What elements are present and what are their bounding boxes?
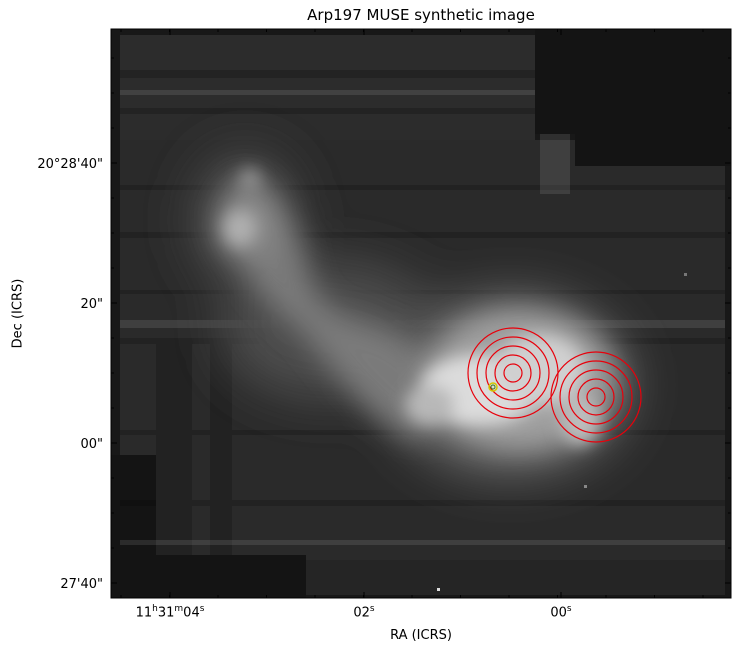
plot-title: Arp197 MUSE synthetic image: [307, 6, 535, 24]
y-tick-label: 20": [80, 297, 103, 312]
aperture-ring: [568, 369, 624, 425]
aperture-ring: [550, 351, 642, 443]
aperture-ring: [485, 345, 541, 401]
source-marker: [488, 382, 498, 392]
aperture-ring: [559, 360, 633, 434]
aperture-circles-2: [550, 351, 642, 443]
x-tick-label: 00s: [550, 604, 572, 621]
muse-image: [111, 29, 731, 598]
y-axis-label: Dec (ICRS): [10, 278, 26, 349]
x-axis-label: RA (ICRS): [390, 628, 452, 643]
aperture-ring: [476, 336, 550, 410]
aperture-ring: [577, 378, 615, 416]
aperture-ring: [503, 363, 523, 383]
y-tick-label: 20°28'40": [37, 157, 103, 172]
y-tick-label: 00": [80, 437, 103, 452]
y-tick-label: 27'40": [60, 577, 103, 592]
x-tick-label: 11h31m04s: [135, 604, 205, 621]
axes-frame: [110, 28, 732, 599]
aperture-ring: [586, 387, 606, 407]
x-tick-label: 02s: [353, 604, 375, 621]
aperture-ring: [494, 354, 532, 392]
axis-ticks: [111, 29, 731, 598]
